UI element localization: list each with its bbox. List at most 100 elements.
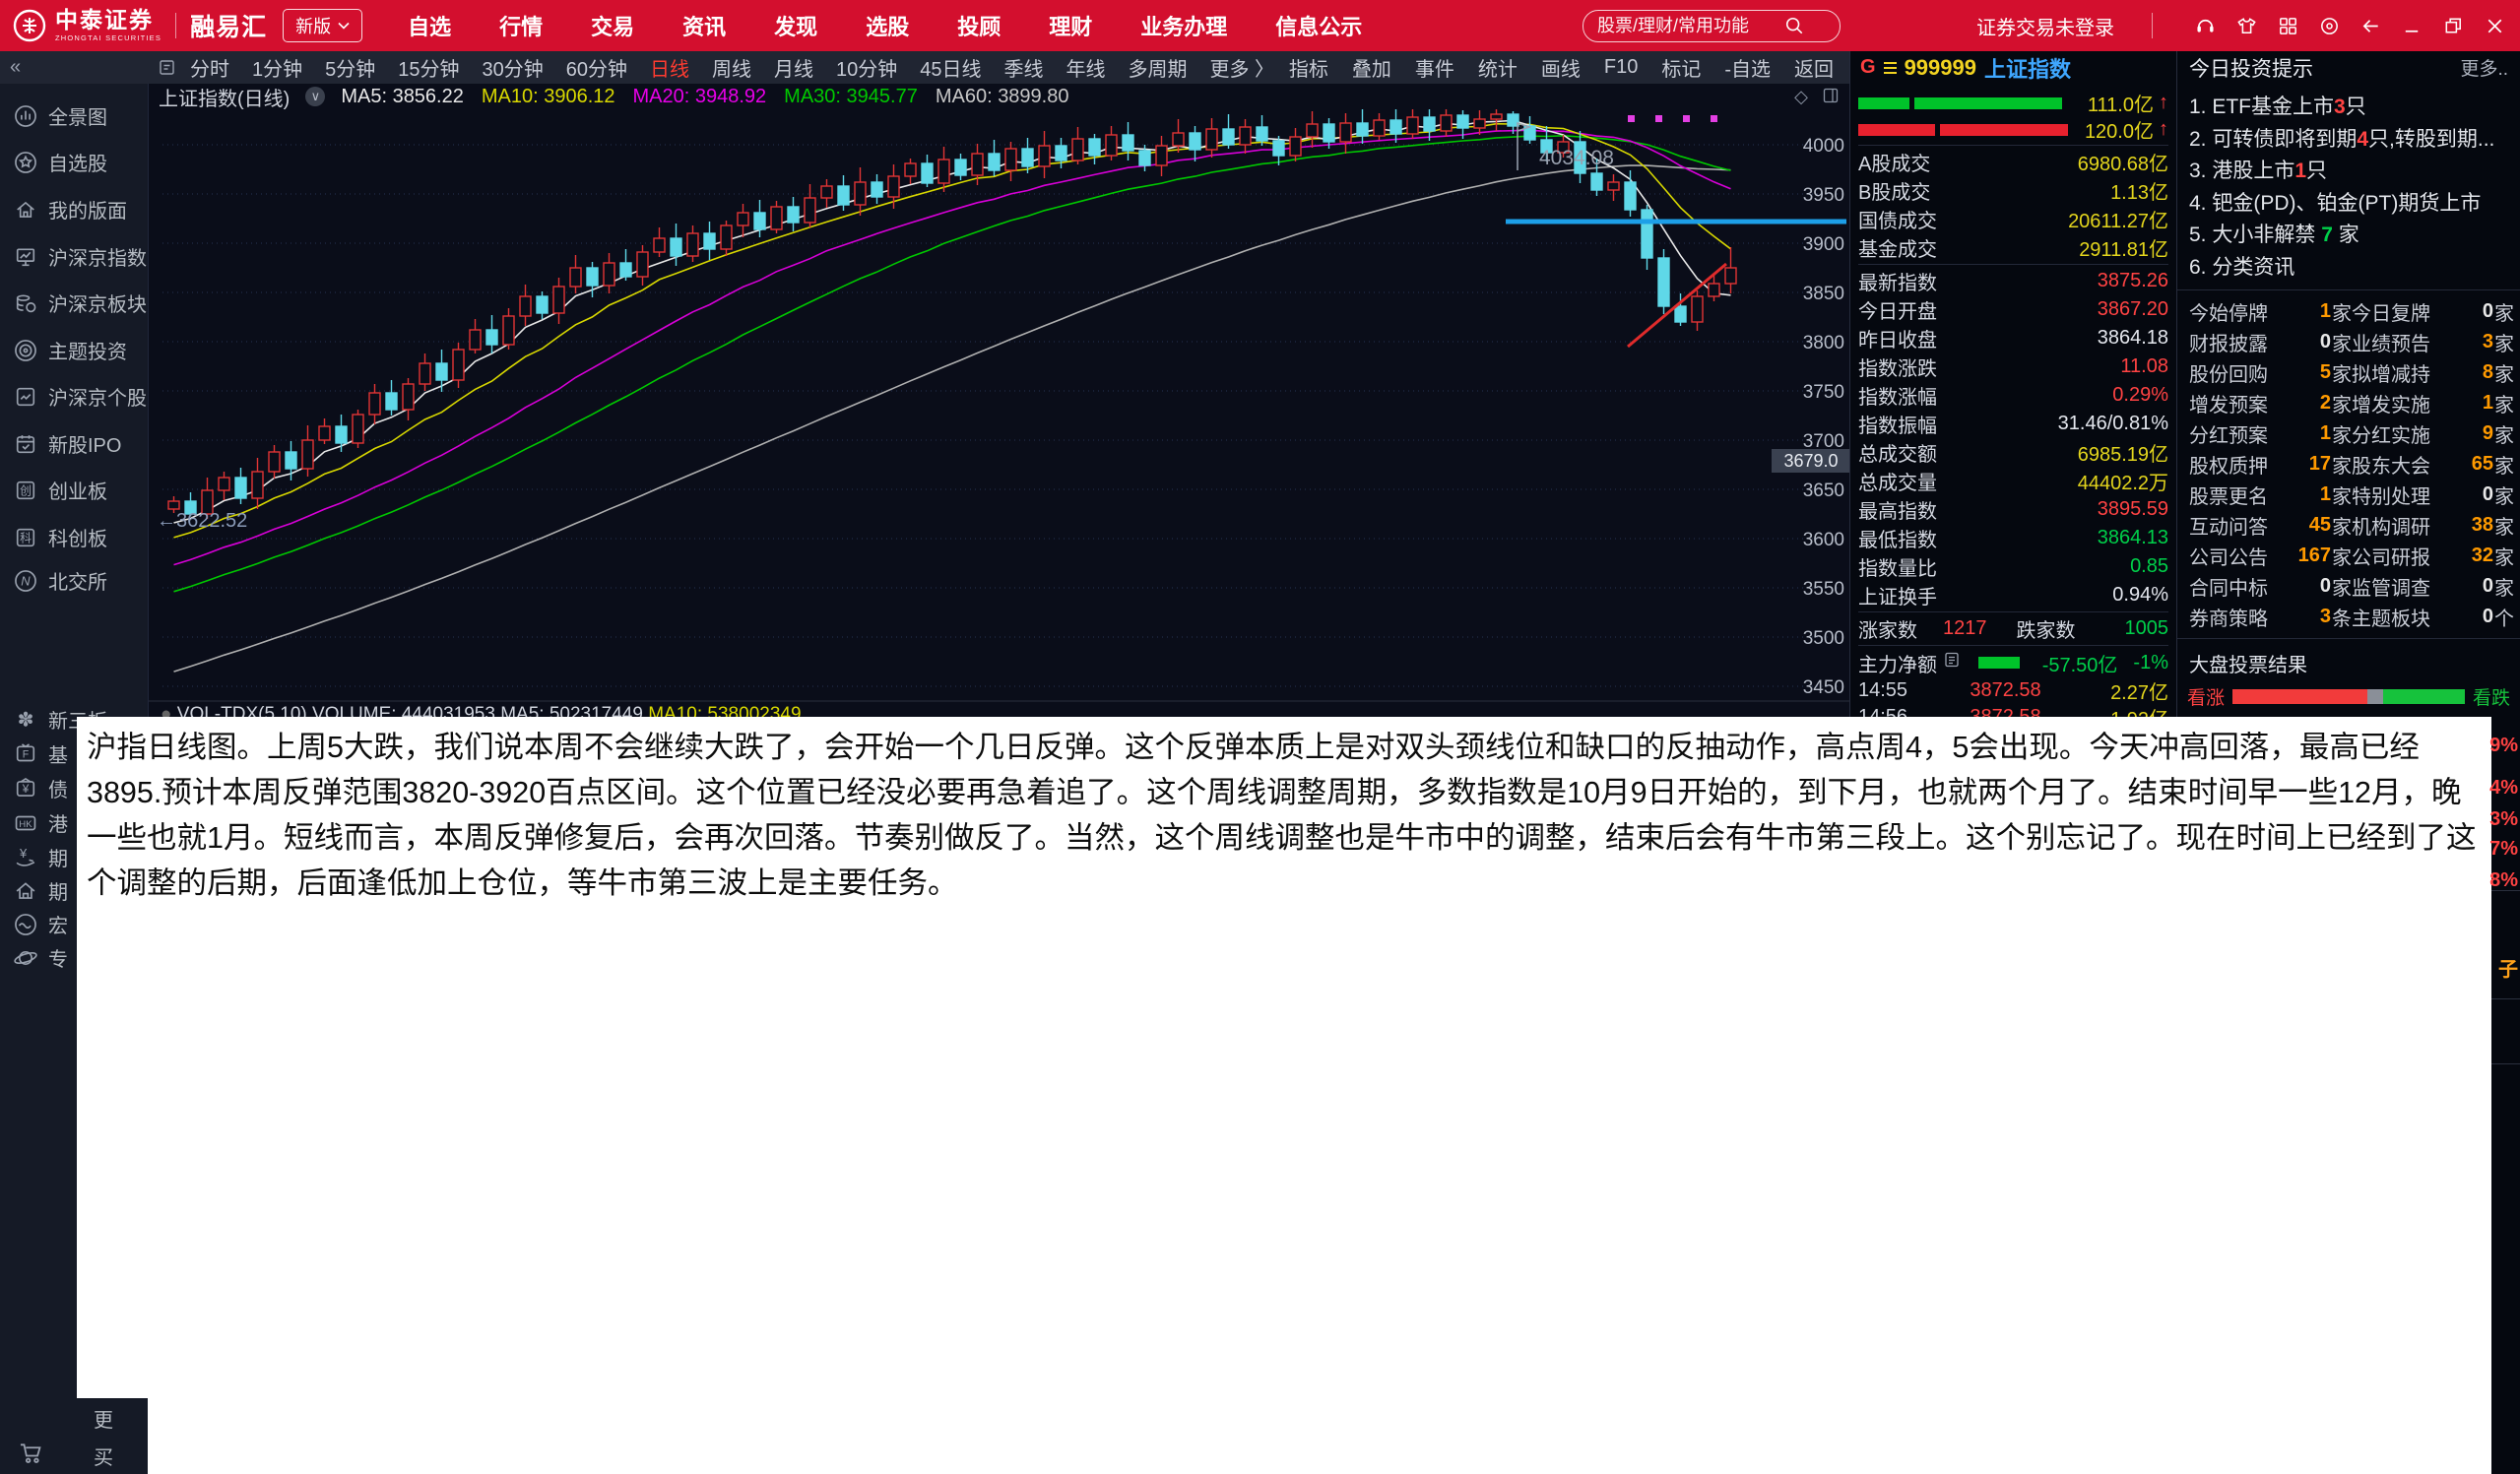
- search-input[interactable]: [1595, 14, 1777, 37]
- chevron-circle-icon[interactable]: ∨: [305, 87, 326, 106]
- sidebar-more-label[interactable]: 更: [94, 1410, 113, 1432]
- sidebar-item-期[interactable]: ¥ 期: [13, 843, 68, 871]
- settings-disc-icon[interactable]: [2318, 15, 2341, 37]
- period-tab[interactable]: 5分钟: [325, 59, 376, 81]
- sidebar-item-沪深京板块[interactable]: 沪深京板块: [13, 288, 147, 317]
- collapse-sidebar-button[interactable]: «: [10, 56, 22, 78]
- sidebar-item-期[interactable]: 期: [13, 876, 68, 905]
- sidebar-item-主题投资[interactable]: 主题投资: [13, 336, 127, 364]
- tips-grid-cell[interactable]: 机构调研 38 家: [2352, 514, 2514, 539]
- index-name[interactable]: 上证指数: [1983, 56, 2071, 82]
- period-tab[interactable]: 日线: [650, 59, 689, 81]
- back-arrow-icon[interactable]: [2359, 15, 2382, 37]
- service-headset-icon[interactable]: [2194, 15, 2217, 37]
- tips-grid-cell[interactable]: 股票更名 1 家: [2189, 483, 2352, 508]
- restore-window-icon[interactable]: [2442, 15, 2465, 37]
- tips-grid-cell[interactable]: 券商策略 3 条: [2189, 606, 2352, 630]
- period-tab[interactable]: 1分钟: [252, 59, 303, 81]
- search-icon[interactable]: [1784, 16, 1804, 35]
- tips-grid-cell[interactable]: 分红预案 1 家: [2189, 422, 2352, 447]
- tip-item[interactable]: 6. 分类资讯: [2189, 255, 2295, 279]
- menu-item-行情[interactable]: 行情: [499, 15, 544, 39]
- menu-item-自选[interactable]: 自选: [408, 15, 452, 39]
- close-icon[interactable]: [2484, 15, 2506, 37]
- menu-item-交易[interactable]: 交易: [591, 15, 635, 39]
- tip-item[interactable]: 2. 可转债即将到期4只,转股到期...: [2189, 127, 2495, 151]
- hamburger-icon[interactable]: [1883, 61, 1897, 74]
- sidebar-item-自选股[interactable]: 自选股: [13, 148, 107, 176]
- tips-grid-cell[interactable]: 股权质押 17 家: [2189, 453, 2352, 478]
- sidebar-item-港[interactable]: HK 港: [13, 808, 68, 837]
- tips-grid-cell[interactable]: 增发预案 2 家: [2189, 392, 2352, 417]
- tool-画线[interactable]: 画线: [1540, 59, 1581, 81]
- sidebar-item-全景图[interactable]: 全景图: [13, 101, 107, 130]
- sidebar-item-债[interactable]: ¥ 债: [13, 774, 68, 802]
- tip-item[interactable]: 5. 大小非解禁 7 家: [2189, 224, 2359, 246]
- tips-grid-cell[interactable]: 分红实施 9 家: [2352, 422, 2514, 447]
- period-tab[interactable]: 15分钟: [398, 59, 460, 81]
- global-search[interactable]: [1583, 9, 1841, 42]
- sidebar-item-创业板[interactable]: 创 创业板: [13, 476, 107, 504]
- tips-grid-cell[interactable]: 特别处理 0 家: [2352, 483, 2514, 508]
- tips-grid-cell[interactable]: 公司研报 32 家: [2352, 545, 2514, 569]
- tips-grid-cell[interactable]: 公司公告 167 家: [2189, 545, 2352, 569]
- tool-返回[interactable]: 返回: [1794, 59, 1834, 81]
- tips-grid-cell[interactable]: 业绩预告 3 家: [2352, 331, 2514, 355]
- tips-grid-cell[interactable]: 增发实施 1 家: [2352, 392, 2514, 417]
- period-tab[interactable]: 月线: [774, 59, 813, 81]
- period-tab[interactable]: 45日线: [920, 59, 982, 81]
- period-tab[interactable]: 60分钟: [565, 59, 627, 81]
- tips-grid-cell[interactable]: 合同中标 0 家: [2189, 575, 2352, 600]
- version-dropdown[interactable]: 新版: [283, 9, 363, 42]
- period-tab[interactable]: 分时: [190, 59, 229, 81]
- tips-grid-cell[interactable]: 今日复牌 0 家: [2352, 300, 2514, 325]
- panel-layout-icon[interactable]: [1822, 87, 1840, 104]
- doc-icon[interactable]: [1943, 651, 1961, 669]
- tool-叠加[interactable]: 叠加: [1351, 59, 1391, 81]
- tips-grid-cell[interactable]: 主题板块 0 个: [2352, 606, 2514, 630]
- tool-事件[interactable]: 事件: [1414, 59, 1454, 81]
- tips-grid-cell[interactable]: 今始停牌 1 家: [2189, 300, 2352, 325]
- period-tab[interactable]: 年线: [1066, 59, 1106, 81]
- tip-item[interactable]: 1. ETF基金上市3只: [2189, 96, 2366, 118]
- sidebar-item-科创板[interactable]: 科 科创板: [13, 523, 107, 551]
- tool-统计[interactable]: 统计: [1477, 59, 1518, 81]
- menu-item-选股[interactable]: 选股: [866, 15, 910, 39]
- tip-item[interactable]: 3. 港股上市1只: [2189, 160, 2328, 182]
- period-tab[interactable]: 30分钟: [482, 59, 544, 81]
- login-status[interactable]: 证券交易未登录: [1976, 17, 2114, 39]
- tips-grid-cell[interactable]: 监管调查 0 家: [2352, 575, 2514, 600]
- tips-more-link[interactable]: 更多..: [2460, 59, 2508, 80]
- tool--自选[interactable]: -自选: [1724, 59, 1771, 81]
- sidebar-item-沪深京指数[interactable]: 沪深京指数: [13, 242, 147, 271]
- menu-item-投顾[interactable]: 投顾: [957, 15, 1002, 39]
- tool-指标[interactable]: 指标: [1288, 59, 1328, 81]
- sidebar-item-新股IPO[interactable]: 新股IPO: [13, 429, 121, 458]
- sidebar-trade-label[interactable]: 买: [94, 1447, 113, 1469]
- board-layout-icon[interactable]: [158, 58, 176, 77]
- sidebar-item-我的版面[interactable]: 我的版面: [13, 195, 127, 224]
- apps-grid-icon[interactable]: [2277, 15, 2299, 37]
- tool-F10[interactable]: F10: [1603, 56, 1639, 78]
- menu-item-业务办理[interactable]: 业务办理: [1140, 15, 1228, 39]
- tool-标记[interactable]: 标记: [1661, 59, 1702, 81]
- tip-item[interactable]: 4. 钯金(PD)、铂金(PT)期货上市: [2189, 191, 2482, 215]
- period-tab[interactable]: 周线: [712, 59, 751, 81]
- diamond-marker-icon[interactable]: ◇: [1794, 86, 1808, 106]
- menu-item-理财[interactable]: 理财: [1049, 15, 1093, 39]
- tips-grid-cell[interactable]: 互动问答 45 家: [2189, 514, 2352, 539]
- menu-item-信息公示[interactable]: 信息公示: [1275, 15, 1363, 39]
- tips-grid-cell[interactable]: 拟增减持 8 家: [2352, 361, 2514, 386]
- skin-theme-icon[interactable]: [2235, 15, 2258, 37]
- sidebar-item-宏[interactable]: 宏: [13, 910, 68, 938]
- cart-icon[interactable]: [18, 1440, 43, 1465]
- sidebar-item-沪深京个股[interactable]: 沪深京个股: [13, 382, 147, 411]
- period-tab[interactable]: 更多 〉: [1209, 59, 1275, 81]
- tips-grid-cell[interactable]: 股东大会 65 家: [2352, 453, 2514, 478]
- period-tab[interactable]: 10分钟: [836, 59, 898, 81]
- period-tab[interactable]: 多周期: [1128, 59, 1188, 81]
- candlestick-chart[interactable]: 4034.08 ←3622.52 4000 3950 3900 3850 3800 3750 3…: [149, 109, 1850, 734]
- period-tab[interactable]: 季线: [1003, 59, 1044, 81]
- menu-item-资讯[interactable]: 资讯: [682, 15, 727, 39]
